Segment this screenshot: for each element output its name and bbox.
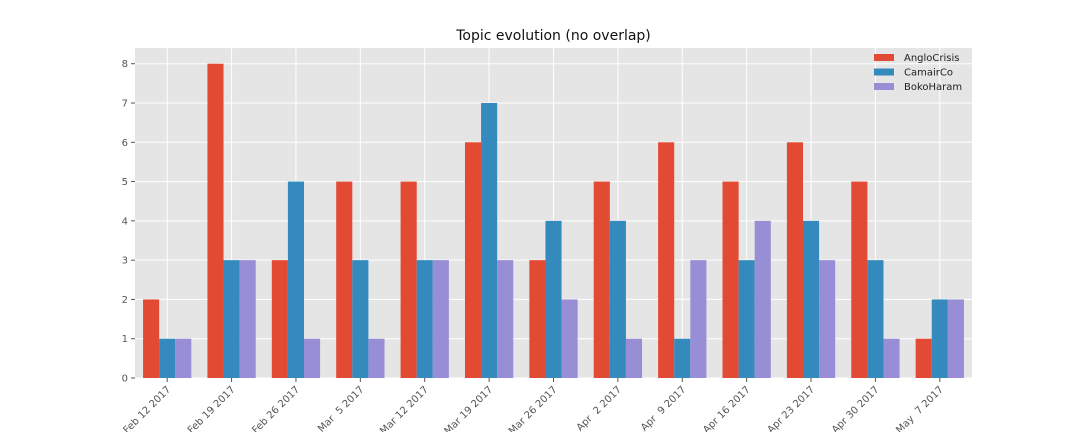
bar-anglocrisis	[464, 142, 482, 378]
chart-title: Topic evolution (no overlap)	[455, 28, 651, 44]
y-tick-label: 7	[122, 99, 128, 110]
x-tick-label: Apr 23 2017	[766, 384, 818, 432]
bar-bokoharam	[239, 260, 256, 378]
bar-camairco	[352, 260, 369, 378]
bar-anglocrisis	[271, 260, 288, 378]
legend: AngloCrisis CamairCo BokoHaram	[874, 53, 962, 93]
x-axis: Feb 12 2017 Feb 19 2017 Feb 26 2017 Mar 5 2…	[122, 378, 946, 432]
bar-camairco	[609, 220, 626, 378]
bar-anglocrisis	[658, 142, 675, 378]
bar-bokoharam	[819, 260, 836, 378]
bar-bokoharam	[625, 338, 643, 378]
bar-camairco	[545, 220, 562, 378]
legend-label: AngloCrisis	[904, 53, 960, 64]
bar-anglocrisis	[593, 181, 610, 378]
y-tick-label: 8	[122, 59, 128, 70]
bar-anglocrisis	[529, 260, 546, 378]
bar-camairco	[159, 338, 176, 378]
bar-bokoharam	[754, 220, 771, 378]
legend-label: BokoHaram	[904, 82, 962, 93]
bar-anglocrisis	[207, 63, 224, 378]
bar-camairco	[738, 260, 755, 378]
bar-camairco	[802, 220, 820, 378]
legend-swatch	[874, 83, 894, 90]
legend-swatch	[874, 68, 894, 76]
bar-camairco	[867, 260, 884, 378]
x-tick-label: Apr 9 2017	[639, 384, 688, 432]
x-tick-label: Feb 12 2017	[122, 384, 174, 432]
bar-anglocrisis	[786, 142, 803, 378]
legend-label: CamairCo	[904, 68, 953, 79]
bar-camairco	[416, 260, 433, 378]
x-tick-label: Apr 2 2017	[575, 384, 624, 432]
bar-anglocrisis	[336, 181, 353, 378]
bar-bokoharam	[883, 338, 900, 378]
bar-anglocrisis	[851, 181, 868, 378]
bar-anglocrisis	[722, 181, 739, 378]
bar-bokoharam	[497, 260, 514, 378]
y-tick-label: 0	[122, 374, 128, 385]
bar-camairco	[931, 299, 948, 378]
y-tick-label: 2	[122, 295, 128, 306]
x-tick-label: May 7 2017	[894, 384, 946, 432]
x-tick-label: Mar 26 2017	[507, 384, 560, 432]
bar-bokoharam	[947, 299, 964, 378]
bar-anglocrisis	[915, 338, 932, 378]
y-tick-label: 5	[122, 177, 128, 188]
bar-camairco	[481, 103, 498, 378]
x-tick-label: Apr 30 2017	[830, 384, 882, 432]
y-tick-label: 1	[122, 334, 128, 345]
x-tick-label: Mar 19 2017	[443, 384, 496, 432]
x-tick-label: Feb 26 2017	[250, 384, 302, 432]
x-tick-label: Mar 5 2017	[316, 384, 366, 432]
bar-bokoharam	[690, 260, 707, 378]
y-axis: 0 1 2 3 4 5 6 7 8	[122, 59, 135, 385]
bars	[143, 63, 964, 378]
bar-camairco	[223, 260, 240, 378]
y-tick-label: 4	[122, 216, 128, 227]
bar-bokoharam	[368, 338, 385, 378]
bar-bokoharam	[432, 260, 449, 378]
bar-anglocrisis	[143, 299, 160, 378]
x-tick-label: Mar 12 2017	[378, 384, 431, 432]
x-tick-label: Feb 19 2017	[186, 384, 238, 432]
bar-camairco	[287, 181, 305, 378]
x-tick-label: Apr 16 2017	[701, 384, 753, 432]
y-tick-label: 3	[122, 256, 128, 267]
bar-anglocrisis	[400, 181, 417, 378]
bar-bokoharam	[175, 338, 192, 378]
legend-swatch	[874, 54, 894, 61]
bar-bokoharam	[304, 338, 321, 378]
bar-camairco	[674, 338, 691, 378]
bar-bokoharam	[561, 299, 578, 378]
y-tick-label: 6	[122, 138, 128, 149]
